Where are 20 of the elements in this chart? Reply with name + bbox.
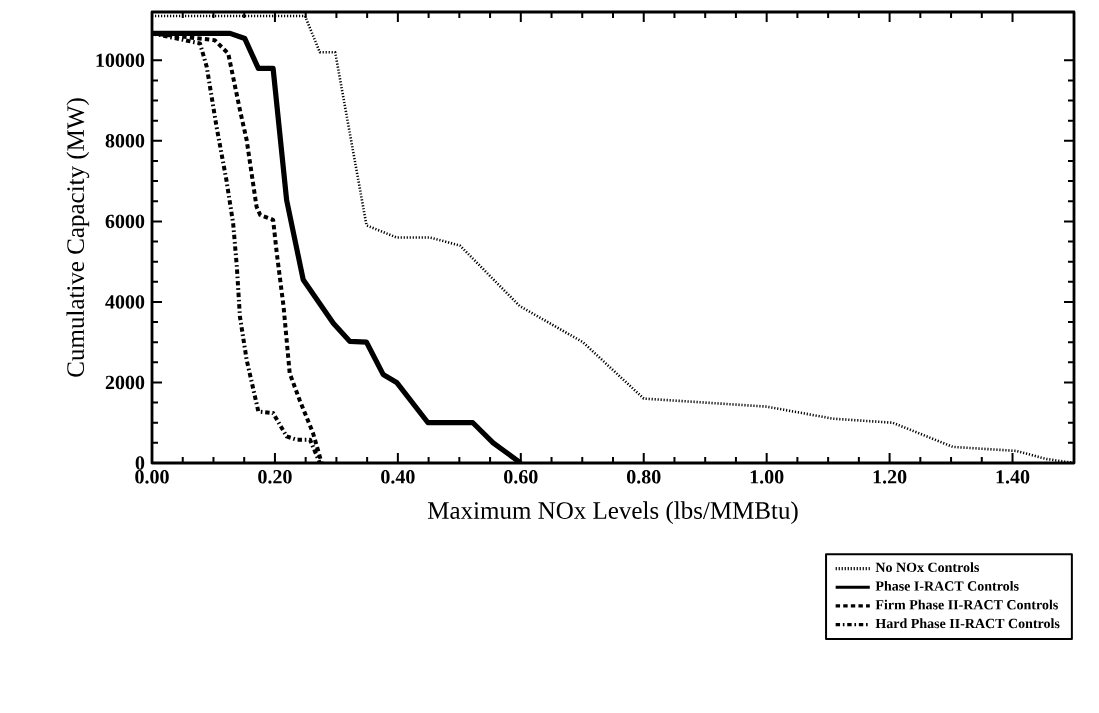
y-tick-label: 10000 <box>96 53 145 68</box>
x-tick-label: 1.20 <box>873 470 907 484</box>
legend-label: Phase I-RACT Controls <box>875 580 1019 591</box>
y-tick-label: 6000 <box>105 214 145 229</box>
legend-label: Hard Phase II-RACT Controls <box>875 618 1060 629</box>
legend-label: Firm Phase II-RACT Controls <box>875 599 1058 610</box>
x-axis-title: Maximum NOx Levels (lbs/MMBtu) <box>427 501 798 525</box>
x-tick-label: 1.00 <box>750 470 784 484</box>
x-tick-label: 0.40 <box>381 470 415 484</box>
x-tick-label: 1.40 <box>996 470 1030 484</box>
y-tick-label: 8000 <box>105 134 145 148</box>
x-tick-label: 0.00 <box>135 470 169 484</box>
x-tick-label: 0.80 <box>626 470 661 484</box>
legend-label: No NOx Controls <box>875 562 980 573</box>
y-tick-label: 4000 <box>105 295 145 309</box>
y-tick-label: 0 <box>135 456 145 470</box>
y-axis-title: Cumulative Capacity (MW) <box>66 98 90 377</box>
x-tick-label: 0.60 <box>504 470 538 484</box>
x-tick-label: 0.20 <box>258 470 292 484</box>
y-tick-label: 2000 <box>105 375 145 390</box>
